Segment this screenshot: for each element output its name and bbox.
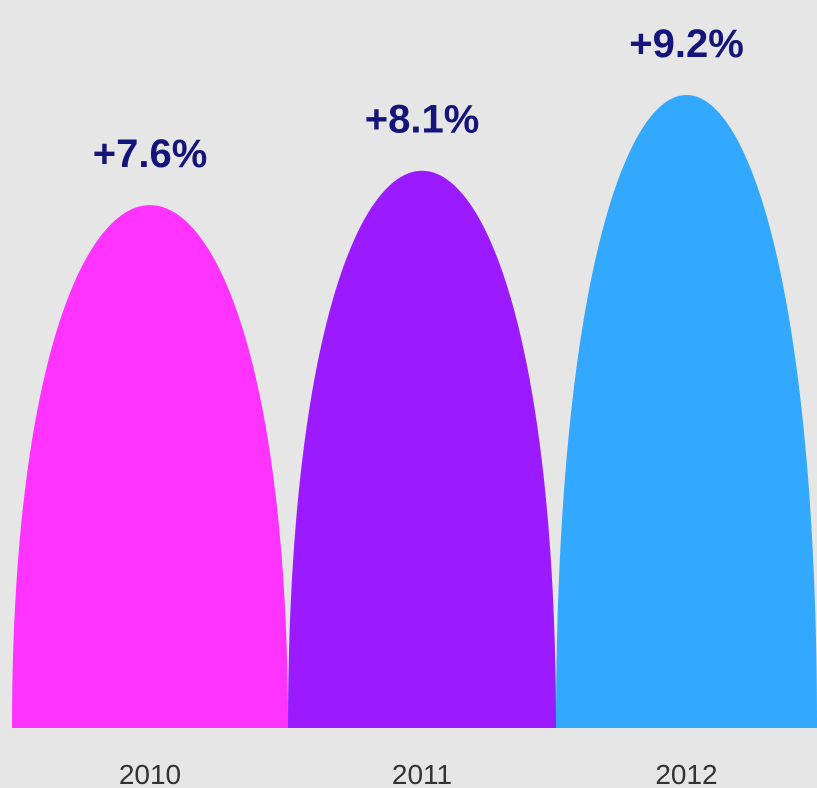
x-tick-label: 2012 xyxy=(655,759,717,788)
arch-bar xyxy=(288,170,556,728)
value-label: +8.1% xyxy=(365,98,480,142)
value-label: +9.2% xyxy=(629,22,744,66)
x-tick-label: 2011 xyxy=(392,759,452,788)
x-tick-label: 2010 xyxy=(119,759,181,788)
value-label: +7.6% xyxy=(93,132,208,176)
arch-bar xyxy=(12,205,288,728)
arch-bar xyxy=(556,95,817,728)
